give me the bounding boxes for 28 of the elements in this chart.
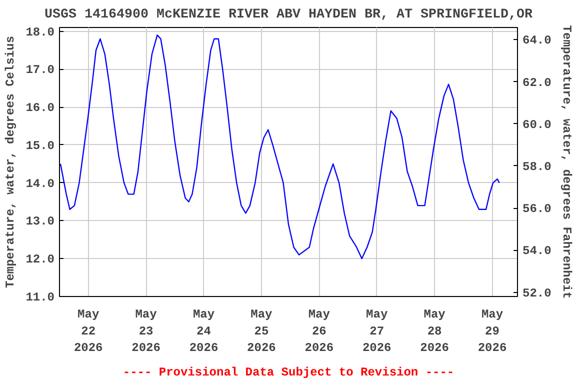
x-tick-label: May 29 2026 <box>478 308 507 356</box>
y-tick-label: 13.0 <box>26 214 55 229</box>
y2-tick-label: 64.0 <box>522 34 552 48</box>
x-tick-label: May 24 2026 <box>189 308 218 356</box>
y-tick-label: 16.0 <box>26 101 55 116</box>
x-tick-label: May 23 2026 <box>132 308 160 356</box>
x-tick-label: May 22 2026 <box>74 308 103 356</box>
y2-axis-title: Temperature, water, degrees Fahrenheit <box>559 25 574 299</box>
chart-title: USGS 14164900 McKENZIE RIVER ABV HAYDEN BR, AT SPRINGFIELD,OR <box>44 8 532 22</box>
x-tick-label: May 26 2026 <box>304 308 334 356</box>
y-tick-label: 18.0 <box>26 25 55 40</box>
x-tick-label: May 28 2026 <box>420 308 449 356</box>
x-tick-label: May 25 2026 <box>247 308 276 356</box>
y2-tick-label: 56.0 <box>522 202 552 216</box>
y2-tick-label: 54.0 <box>522 244 552 258</box>
y-tick-label: 17.0 <box>26 63 55 78</box>
y2-tick-label: 62.0 <box>522 76 552 90</box>
y-tick-label: 14.0 <box>26 176 55 191</box>
text: ---- Provisional Data Subject to Revision ---- <box>122 366 454 380</box>
line-series <box>60 34 500 260</box>
y2-tick-label: 52.0 <box>522 286 552 300</box>
y-axis-title: Temperature, water, degrees Celsius <box>4 36 18 288</box>
y-tick-label: 11.0 <box>26 290 55 304</box>
y-tick-label: 12.0 <box>26 252 55 267</box>
y-tick-label: 15.0 <box>26 138 55 153</box>
y2-tick-label: 58.0 <box>522 160 552 174</box>
y2-tick-label: 60.0 <box>522 118 552 132</box>
x-tick-label: May 27 2026 <box>362 308 392 356</box>
